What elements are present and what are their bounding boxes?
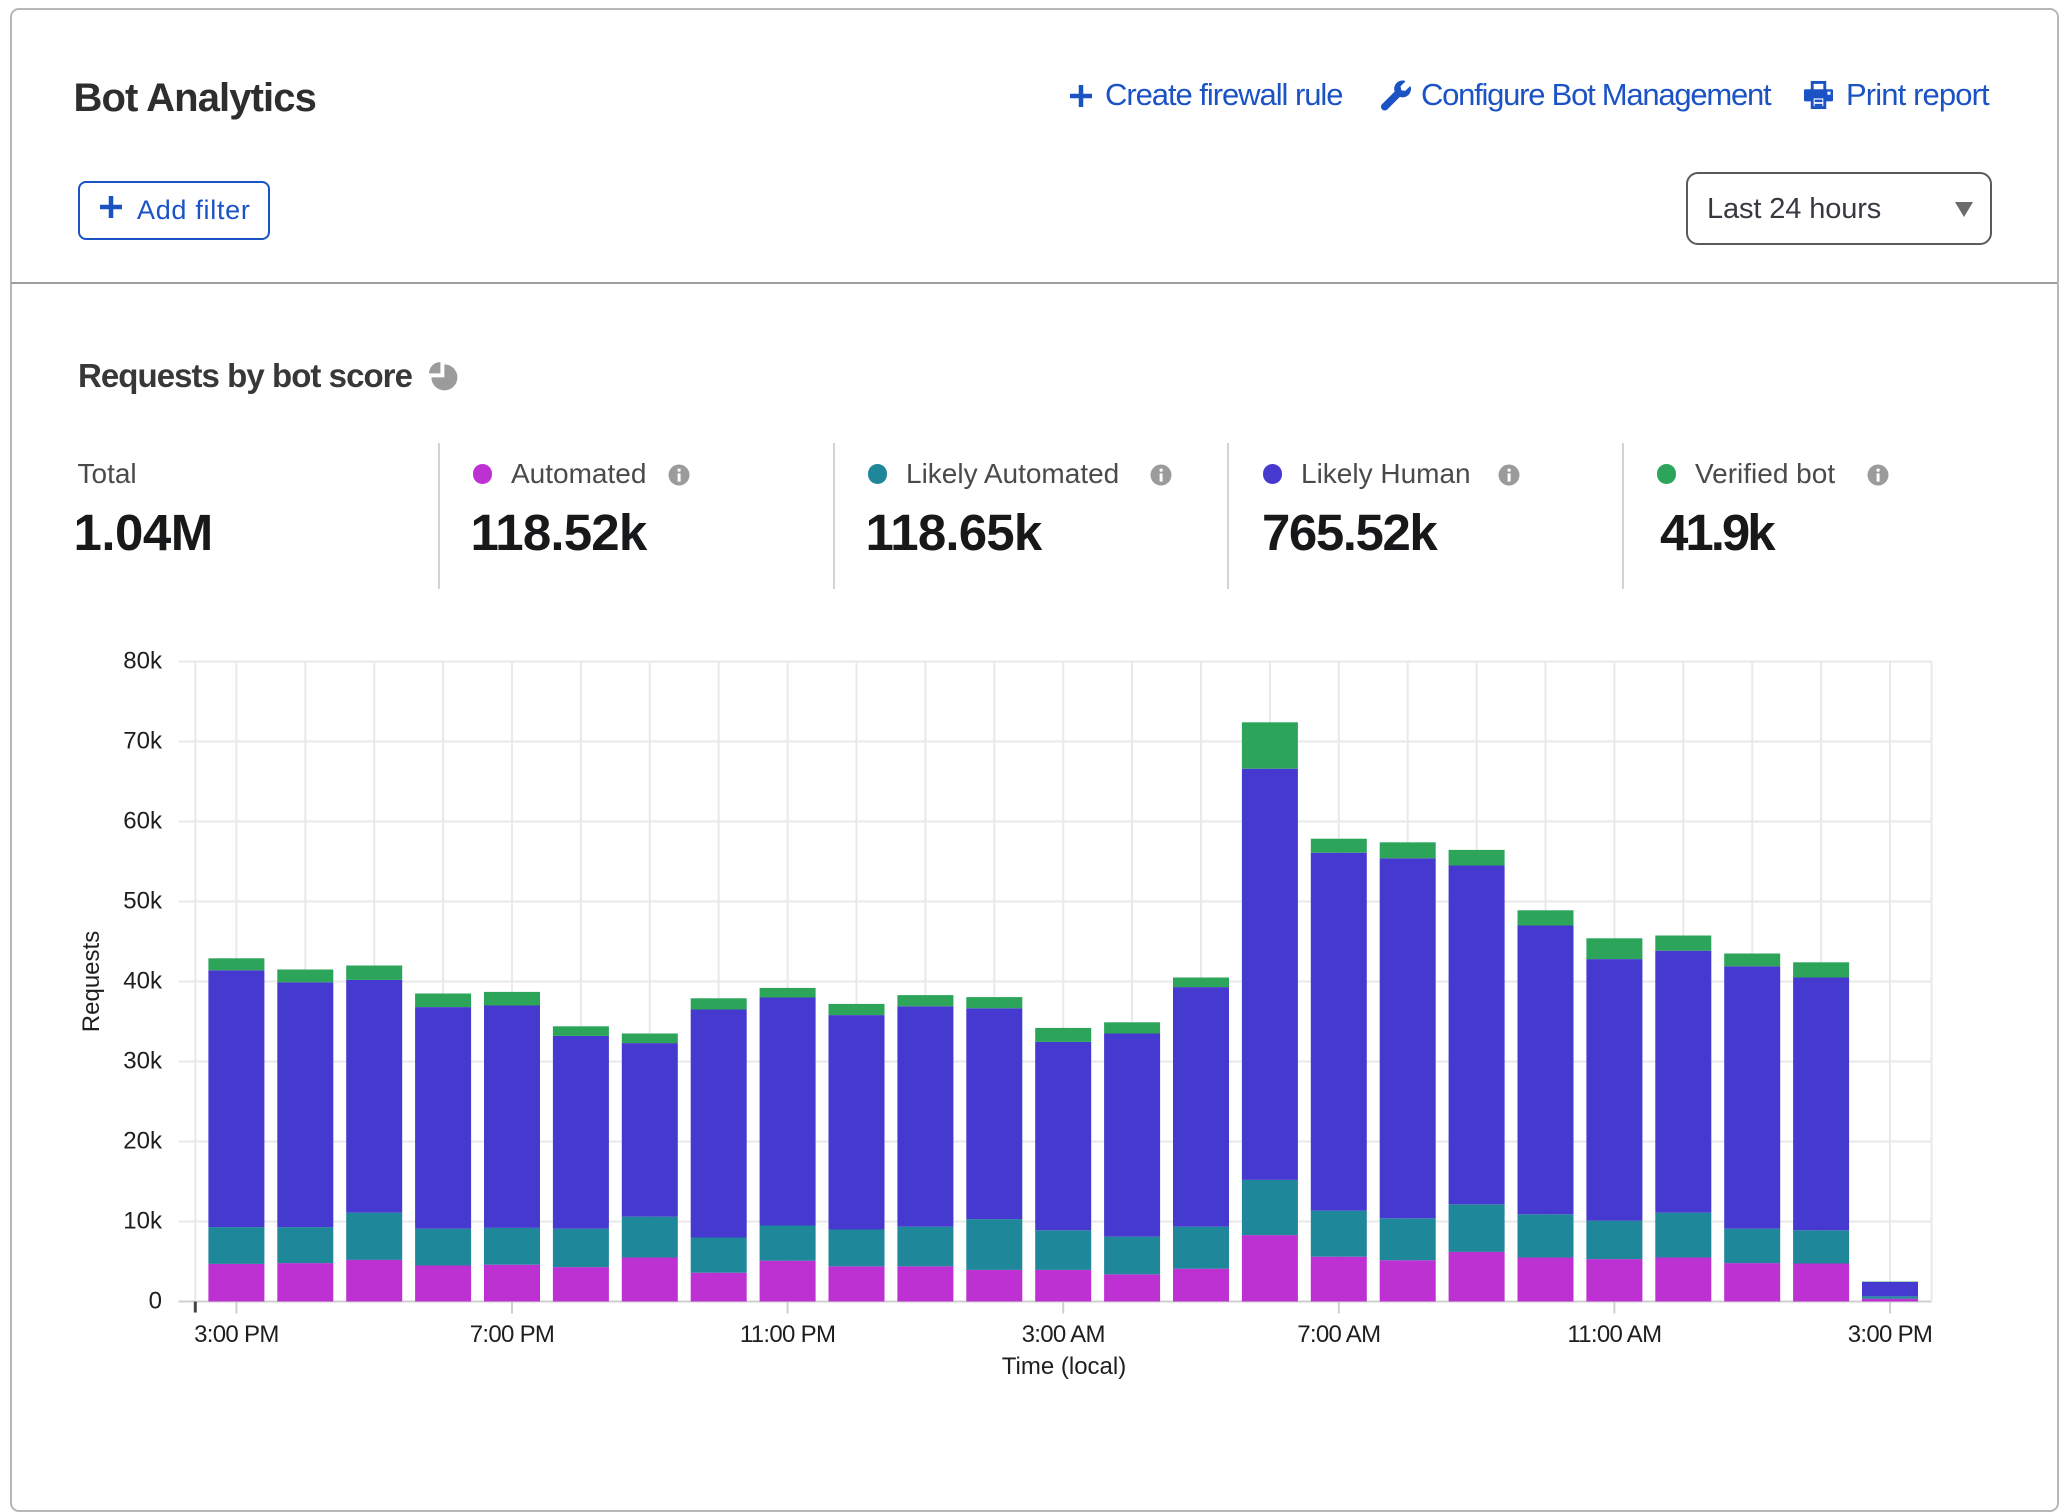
svg-text:70k: 70k: [123, 728, 163, 755]
svg-text:40k: 40k: [123, 968, 163, 995]
svg-text:10k: 10k: [123, 1208, 163, 1235]
svg-text:Requests: Requests: [78, 931, 105, 1032]
svg-text:50k: 50k: [123, 888, 163, 915]
svg-text:Time (local): Time (local): [1002, 1353, 1126, 1380]
svg-text:3:00 AM: 3:00 AM: [1022, 1321, 1105, 1348]
svg-text:7:00 PM: 7:00 PM: [470, 1321, 554, 1348]
svg-text:3:00 PM: 3:00 PM: [194, 1321, 278, 1348]
svg-text:30k: 30k: [123, 1048, 163, 1075]
svg-text:0: 0: [149, 1288, 162, 1315]
svg-text:20k: 20k: [123, 1128, 163, 1155]
svg-text:11:00 AM: 11:00 AM: [1567, 1321, 1661, 1348]
svg-text:7:00 AM: 7:00 AM: [1297, 1321, 1380, 1348]
svg-text:3:00 PM: 3:00 PM: [1848, 1321, 1932, 1348]
svg-text:80k: 80k: [123, 648, 163, 675]
svg-text:60k: 60k: [123, 808, 163, 835]
svg-text:11:00 PM: 11:00 PM: [740, 1321, 835, 1348]
